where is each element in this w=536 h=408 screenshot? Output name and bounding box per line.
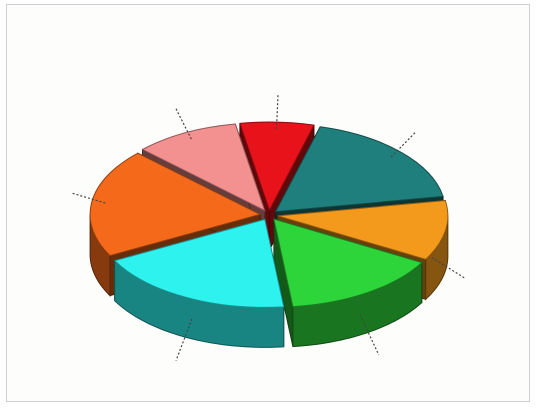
leader-line-4 (359, 314, 380, 356)
chart-frame (6, 4, 530, 402)
slice-tops (89, 121, 449, 308)
pie-slice-4 (273, 218, 423, 308)
pie-slice-2 (274, 126, 444, 213)
pie-chart (71, 94, 466, 361)
leader-line-3 (431, 257, 466, 280)
pie-slice-1 (239, 121, 315, 212)
pie-slice-3 (277, 200, 449, 260)
pie-slice-5 (113, 218, 285, 308)
leader-lines (71, 94, 466, 361)
leader-line-5 (175, 318, 193, 361)
pie-slice-6 (89, 152, 262, 257)
pie-slice-7 (141, 123, 266, 212)
leader-line-6 (71, 192, 106, 204)
leader-line-7 (174, 107, 192, 140)
leader-line-2 (390, 131, 417, 158)
leader-line-1 (275, 94, 279, 130)
